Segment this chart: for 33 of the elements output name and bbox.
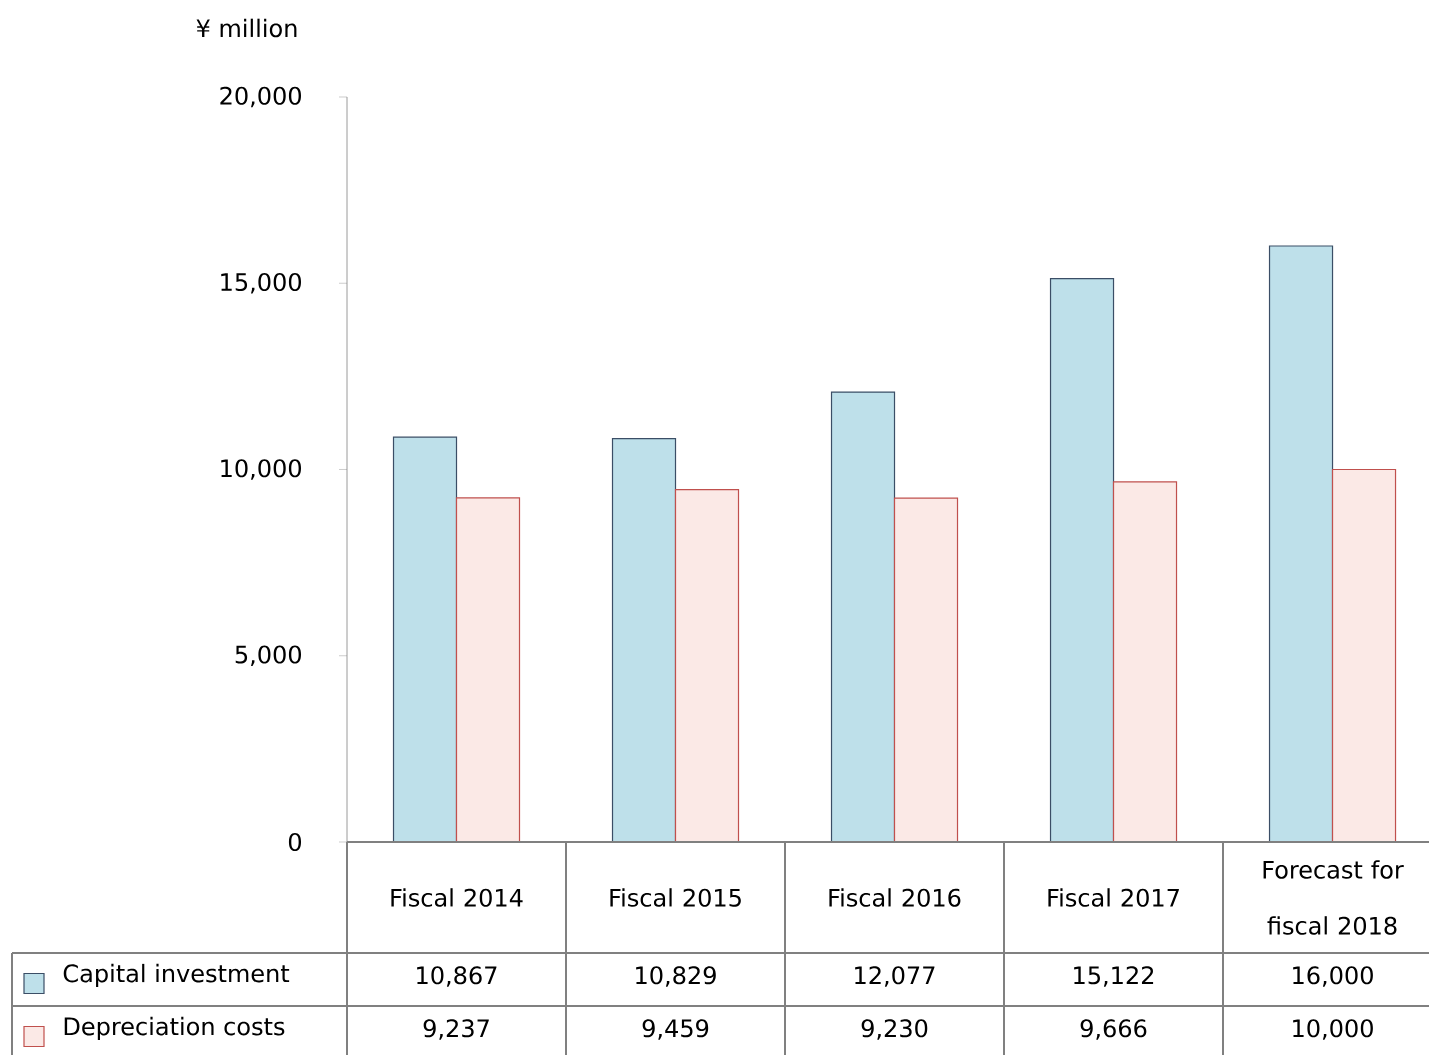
data-label: 9,459	[642, 1019, 709, 1040]
bar	[1331, 468, 1397, 843]
x-tick-label: Fiscal 2016	[829, 888, 961, 907]
y-tick-label: 0	[288, 832, 302, 852]
data-label: 16,000	[1293, 966, 1373, 987]
data-label: 10,867	[417, 966, 497, 987]
data-label: 9,666	[1080, 1019, 1147, 1040]
bar	[611, 438, 677, 843]
y-tick-label: 15,000	[221, 272, 301, 294]
legend-label: Capital investment	[63, 963, 290, 988]
y-tick-label: 10,000	[221, 459, 301, 480]
bar	[392, 436, 458, 843]
bar	[893, 497, 959, 843]
bar	[455, 497, 521, 843]
x-tick-label: Fiscal 2014	[391, 888, 523, 907]
bar	[1049, 278, 1115, 843]
bar	[1268, 245, 1334, 843]
x-tick-label: Fiscal 2015	[610, 888, 741, 907]
data-label: 9,230	[861, 1019, 928, 1040]
data-label: 10,000	[1293, 1019, 1373, 1040]
legend-label: Depreciation costs	[64, 1016, 285, 1041]
x-tick-label: Fiscal 2017	[1048, 888, 1179, 907]
y-axis-title: ¥ million	[196, 18, 297, 38]
data-label: 9,237	[423, 1019, 489, 1040]
data-label: 12,077	[855, 966, 935, 987]
bar	[830, 391, 896, 843]
category-label: Forecast for fiscal 2018	[1263, 860, 1404, 935]
y-tick-label: 20,000	[220, 86, 301, 108]
bar	[674, 489, 740, 843]
y-tick-label: 5,000	[235, 645, 302, 667]
data-label: 10,829	[636, 966, 716, 987]
bar	[1112, 481, 1178, 843]
data-label: 15,122	[1074, 966, 1154, 987]
